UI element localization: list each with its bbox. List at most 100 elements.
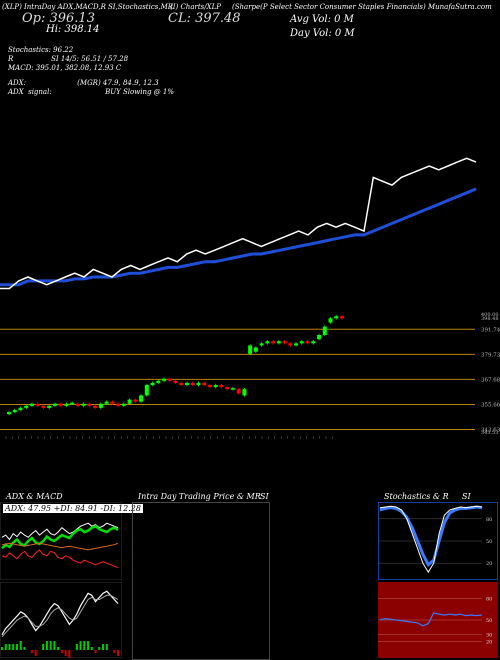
candle-body — [202, 382, 207, 385]
candle-body — [133, 399, 138, 402]
candle-body — [213, 385, 218, 388]
adx-signal-readout: ADX signal: BUY Slowing @ 1% — [8, 88, 175, 96]
candle-body — [47, 405, 52, 408]
adx-readout: ADX: (MGR) 47.9, 84.9, 12.3 — [8, 79, 159, 87]
top-level-label: 398.48 — [481, 316, 499, 322]
header-title-right-a: (I) Charts/XLP — [170, 3, 221, 11]
candle-body — [322, 326, 327, 335]
candle-body — [294, 343, 299, 346]
adx-series-line — [1, 542, 119, 551]
candle-body — [311, 341, 316, 344]
date-axis — [5, 436, 333, 439]
stoch-level-label: 50 — [486, 539, 492, 545]
candle-body — [242, 389, 247, 396]
candle-body — [230, 388, 235, 390]
adx-series-line — [1, 524, 119, 550]
stochastics-panel: 80 50 20 — [378, 502, 498, 580]
rsi-level-label: 20 — [486, 640, 492, 646]
candle-body — [52, 403, 57, 406]
candle-body — [93, 405, 98, 408]
candle-body — [104, 401, 109, 404]
candle-body — [317, 335, 322, 340]
adx-series-line — [1, 549, 119, 569]
candle-body — [41, 405, 46, 408]
candle-body — [162, 378, 167, 381]
header-title-mid: SI,Stochastics,MR — [108, 3, 174, 11]
candle-body — [299, 341, 304, 344]
candle-body — [58, 403, 63, 406]
candle-body — [87, 403, 92, 406]
candle-body — [265, 341, 270, 344]
day-vol-label: Day Vol: 0 M — [290, 28, 355, 39]
candle-body — [7, 412, 11, 415]
stochastics-readout: Stochastics: 96.22 — [8, 46, 74, 54]
candle-body — [150, 382, 155, 385]
candle-body — [75, 403, 80, 406]
stoch-d-line — [379, 505, 483, 568]
candle-body — [190, 382, 195, 385]
close-label: CL: 397.48 — [168, 11, 241, 26]
candle-body — [64, 403, 69, 406]
candle-body — [70, 402, 75, 405]
level-label: 391.74 — [481, 327, 500, 333]
candle-body — [179, 382, 184, 385]
candle-body — [219, 385, 224, 388]
candle-body — [18, 407, 23, 410]
bottom-level-label: 343.53 — [481, 430, 499, 435]
candle-body — [282, 341, 287, 344]
level-label: 367.68 — [481, 377, 500, 383]
candle-body — [81, 403, 86, 406]
candle-body — [248, 345, 253, 354]
candle-body — [29, 403, 34, 406]
adx-values: ADX: 47.95 +DI: 84.91 -DI: 12.28 — [3, 504, 143, 513]
rsi-level-label: 30 — [486, 632, 492, 638]
intraday-panel-title: Intra Day Trading Price & MR — [138, 492, 261, 501]
candle-body — [116, 403, 121, 406]
candle-body — [207, 385, 212, 388]
candle-body — [173, 380, 178, 383]
candle-body — [305, 341, 310, 344]
stoch-panel-title: Stochastics & R — [384, 492, 449, 501]
candle-body — [253, 347, 258, 352]
candle-body — [196, 382, 201, 385]
macd-panel — [0, 582, 122, 658]
open-label: Op: 396.13 — [22, 11, 95, 26]
level-label: 379.73 — [481, 352, 500, 358]
intraday-panel-title-2: SI — [260, 492, 269, 501]
candle-body — [288, 343, 293, 346]
rsi-level-label: 80 — [486, 596, 492, 602]
level-label: 343.63 — [481, 428, 500, 434]
adx-panel-frame — [0, 502, 122, 580]
candle-body — [184, 382, 189, 385]
candle-body — [271, 341, 276, 344]
adx-panel-title: ADX & MACD — [6, 492, 63, 501]
stoch-level-label: 80 — [486, 517, 492, 523]
candle-body — [259, 343, 264, 346]
macd-readout: MACD: 395.01, 382.08, 12.93 C — [8, 64, 122, 72]
intraday-panel — [132, 502, 270, 660]
candle-body — [12, 410, 17, 413]
candle-body — [35, 403, 40, 406]
moving-average-line — [0, 187, 477, 287]
candle-body — [236, 389, 241, 394]
candle-body — [328, 318, 333, 323]
rsi-panel: 80 50 30 20 — [378, 582, 498, 658]
level-label: 355.66 — [481, 402, 500, 408]
candlestick-chart: 391.74 379.73 367.68 355.66 343.63 400.00398.… — [0, 312, 500, 435]
stoch-level-label: 20 — [486, 561, 492, 567]
candle-body — [156, 380, 161, 383]
header-title-right-b: (Sharpe(P Select Sector Consumer Staples… — [232, 3, 492, 11]
price-overview-chart — [0, 157, 477, 290]
candle-body — [144, 385, 149, 396]
candle-body — [127, 399, 132, 404]
candle-body — [98, 403, 103, 408]
candle-body — [121, 403, 126, 406]
candle-body — [225, 387, 230, 390]
price-line — [0, 157, 477, 290]
top-level-label: 400.00 — [481, 312, 499, 318]
stoch-k-line — [379, 505, 483, 574]
rsi-line — [379, 612, 483, 627]
candle-body — [276, 341, 281, 344]
high-label: Hi: 398.14 — [46, 24, 100, 35]
candle-body — [110, 401, 115, 404]
